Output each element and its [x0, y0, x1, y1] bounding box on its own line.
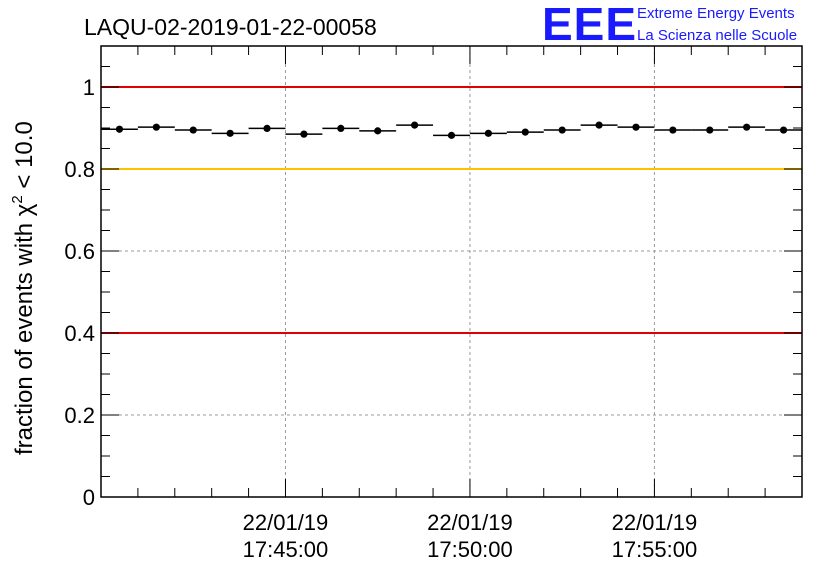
y-tick-label: 0.2	[64, 403, 95, 428]
data-point	[706, 126, 714, 134]
y-tick-label: 1	[83, 75, 95, 100]
data-point-group	[691, 126, 729, 134]
data-point-group	[248, 124, 286, 133]
data-point	[521, 128, 529, 136]
data-point-group	[506, 128, 544, 136]
data-point	[300, 130, 308, 138]
x-tick-label-time: 17:45:00	[243, 537, 329, 562]
x-tick-label-date: 22/01/19	[612, 510, 698, 535]
x-axis-ticks: 22/01/1917:45:0022/01/1917:50:0022/01/19…	[137, 46, 766, 562]
eee-logo-line2: La Scienza nelle Scuole	[637, 27, 797, 44]
y-tick-label: 0.6	[64, 239, 95, 264]
data-point-group	[322, 124, 360, 133]
data-point	[632, 123, 640, 131]
data-point-group	[137, 123, 175, 131]
data-point	[669, 126, 677, 134]
data-point-group	[580, 121, 618, 129]
data-point	[189, 126, 197, 134]
data-point	[447, 131, 456, 139]
eee-logo-line1: Extreme Energy Events	[637, 5, 795, 22]
data-point	[374, 127, 382, 135]
data-point	[337, 124, 345, 133]
data-point-group	[469, 129, 507, 137]
chart-title: LAQU-02-2019-01-22-00058	[84, 14, 377, 40]
data-point	[779, 126, 788, 134]
y-axis-label-cut: < 10.0	[11, 121, 38, 195]
data-point	[595, 121, 603, 129]
data-point	[743, 123, 751, 131]
plot-frame	[100, 45, 803, 498]
y-axis-ticks: 0 0.2 0.4 0.6 0.8 1	[64, 45, 802, 510]
data-point-group	[285, 130, 323, 138]
data-point	[411, 121, 419, 129]
y-axis-label: fraction of events with χ2 < 10.0	[9, 121, 38, 455]
data-point	[558, 126, 566, 134]
data-point	[115, 125, 124, 133]
data-point-group	[396, 121, 434, 129]
x-tick-label-time: 17:55:00	[612, 537, 698, 562]
x-tick-label-time: 17:50:00	[427, 537, 513, 562]
y-tick-label: 0.8	[64, 157, 95, 182]
data-point-group	[543, 126, 581, 134]
data-point-group	[765, 126, 802, 134]
data-point	[226, 129, 234, 137]
eee-logo-mark: EEE	[542, 0, 637, 50]
data-point	[484, 129, 492, 137]
y-tick-label: 0.4	[64, 321, 95, 346]
data-point-group	[359, 127, 397, 135]
data-point-group	[101, 125, 138, 133]
data-point-group	[654, 126, 692, 134]
x-tick-label-date: 22/01/19	[243, 510, 329, 535]
data-point-group	[174, 126, 212, 134]
data-point-group	[728, 123, 766, 131]
data-point	[152, 123, 160, 131]
data-point-group	[211, 129, 249, 137]
eee-logo: EEE Extreme Energy Events La Scienza nel…	[542, 0, 797, 50]
data-point	[263, 124, 271, 133]
y-tick-label: 0	[83, 485, 95, 510]
data-point-group	[433, 131, 470, 139]
x-tick-label-date: 22/01/19	[427, 510, 513, 535]
y-axis-label-text: fraction of events with	[11, 216, 38, 455]
y-axis-label-chi: χ	[11, 203, 38, 216]
reference-lines	[101, 86, 802, 334]
grid	[101, 46, 802, 497]
data-points	[101, 121, 802, 139]
y-axis-label-sup: 2	[9, 195, 26, 203]
data-point-group	[617, 123, 655, 131]
